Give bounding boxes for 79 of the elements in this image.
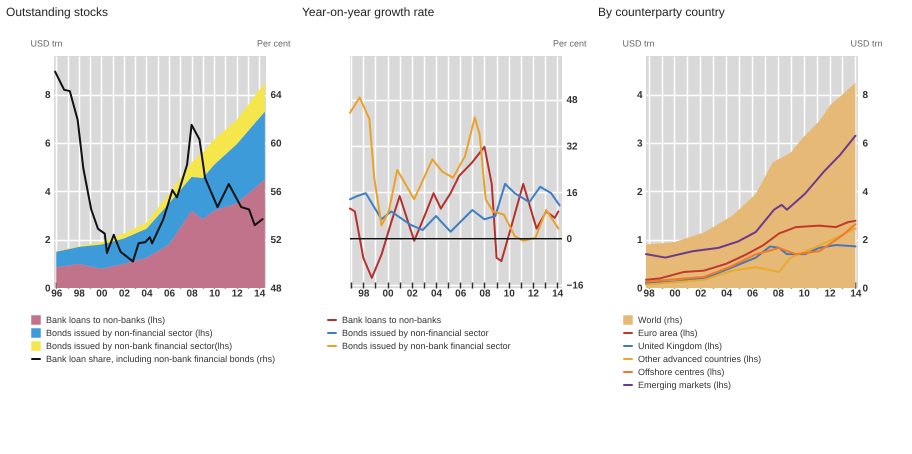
line-series — [349, 96, 560, 242]
legend-label: Bank loans to non-banks (lhs) — [46, 315, 166, 325]
y-tick-label: 0 — [44, 284, 51, 294]
x-tick-label: 14 — [850, 288, 862, 300]
y2-tick-label: 48 — [566, 95, 578, 106]
x-tick-label: 12 — [232, 288, 244, 300]
y2-tick-label: 6 — [862, 138, 868, 150]
x-tick-label: 96 — [51, 288, 63, 300]
x-tick-label: 98 — [358, 288, 370, 300]
y-tick-label: 1 — [636, 235, 643, 246]
x-tick-label: 98 — [74, 288, 86, 300]
legend-label: Bank loans to non-banks — [342, 315, 442, 325]
x-tick-label: 00 — [96, 288, 108, 300]
x-tick-label: 04 — [141, 288, 153, 300]
y-tick-label: 6 — [44, 138, 51, 150]
x-tick-label: 06 — [164, 288, 176, 300]
legend-label: Offshore centres (lhs) — [638, 367, 724, 377]
legend-label: World (rhs) — [638, 315, 682, 325]
legend-label: Bonds issued by non-bank financial sector(lhs) — [46, 341, 232, 351]
x-tick-label: 14 — [552, 288, 564, 300]
y-axis-title: USD trn — [30, 38, 63, 48]
chart-title: Year-on-year growth rate — [302, 5, 435, 19]
chart-title: Outstanding stocks — [6, 5, 108, 19]
legend-label: Bonds issued by non-financial sector — [342, 328, 489, 338]
y2-tick-label: 48 — [270, 284, 282, 294]
x-tick-label: 02 — [406, 288, 418, 300]
x-tick-label: 00 — [669, 288, 681, 300]
legend-label: Emerging markets (lhs) — [638, 380, 732, 390]
y2-tick-label: 0 — [862, 284, 868, 294]
y2-tick-label: 32 — [566, 141, 578, 152]
y2-tick-label: 60 — [270, 138, 282, 150]
y2-axis-title: Per cent — [256, 38, 291, 48]
legend-label: Bank loan share, including non-bank financial bonds (rhs) — [46, 354, 276, 364]
x-tick-label: 08 — [772, 288, 784, 300]
x-tick-label: 98 — [644, 288, 656, 300]
x-tick-label: 06 — [455, 288, 467, 300]
line-series — [349, 146, 560, 279]
y-tick-label: 0 — [636, 284, 643, 294]
x-tick-label: 02 — [695, 288, 707, 300]
legend-label: Bonds issued by non-bank financial sector — [342, 341, 511, 351]
y-tick-label: 4 — [636, 90, 643, 102]
y2-tick-label: 0 — [566, 234, 572, 246]
x-tick-label: 02 — [118, 288, 130, 300]
y2-tick-label: 8 — [862, 90, 868, 102]
x-tick-label: 10 — [504, 288, 516, 300]
legend-label: United Kingdom (lhs) — [638, 341, 722, 351]
y-tick-label: 2 — [44, 235, 51, 246]
legend-label: Other advanced countries (lhs) — [638, 354, 762, 364]
y-tick-label: 8 — [44, 90, 51, 102]
x-tick-label: 10 — [209, 288, 221, 300]
x-tick-label: 04 — [430, 288, 443, 300]
y2-tick-label: 56 — [270, 186, 282, 198]
y2-tick-label: 52 — [270, 235, 282, 246]
x-tick-label: 12 — [528, 288, 540, 300]
y-tick-label: 2 — [636, 186, 643, 198]
y-axis-title: USD trn — [622, 38, 655, 48]
y2-tick-label: 4 — [862, 186, 868, 198]
chart-title: By counterparty country — [598, 5, 725, 19]
line-series — [645, 244, 856, 284]
x-tick-label: 08 — [186, 288, 198, 300]
x-tick-label: 12 — [824, 288, 836, 300]
y2-axis-title: Per cent — [552, 38, 587, 48]
x-tick-label: 04 — [721, 288, 733, 300]
legend-label: Bonds issued by non-financial sector (lhs) — [46, 328, 213, 338]
y2-axis-title: USD trn — [850, 38, 882, 48]
y2-tick-label: 64 — [270, 90, 282, 102]
x-tick-label: 10 — [798, 288, 810, 300]
x-tick-label: 00 — [382, 288, 394, 300]
x-tick-label: 06 — [746, 288, 758, 300]
y-tick-label: 4 — [44, 186, 51, 198]
y2-tick-label: 2 — [862, 235, 868, 246]
y2-tick-label: −16 — [566, 280, 584, 292]
y2-tick-label: 16 — [566, 188, 578, 199]
y-tick-label: 3 — [636, 138, 643, 150]
line-series — [645, 134, 856, 259]
line-series — [349, 182, 561, 233]
x-tick-label: 08 — [479, 288, 491, 300]
x-tick-label: 14 — [254, 288, 266, 300]
legend-label: Euro area (lhs) — [638, 328, 698, 338]
